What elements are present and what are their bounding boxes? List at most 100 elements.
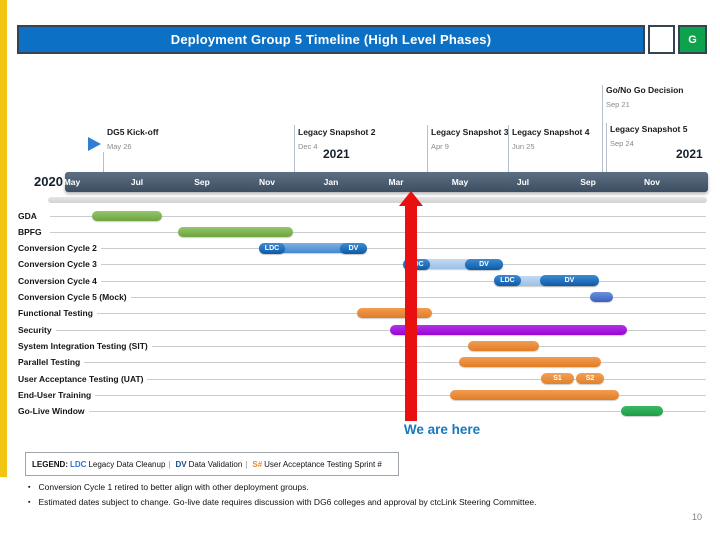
gantt-row-line	[50, 297, 706, 298]
gantt-bar-badge: LDC	[259, 242, 285, 254]
legend-separator: |	[245, 459, 248, 469]
gantt-bar	[357, 308, 432, 319]
gantt-row-label: User Acceptance Testing (UAT)	[18, 372, 148, 385]
gantt-bar	[403, 259, 503, 270]
legend-desc-dv: Data Validation	[188, 459, 243, 469]
footnotes: ▪ Conversion Cycle 1 retired to better a…	[28, 482, 536, 512]
gantt-row-line	[50, 394, 706, 396]
milestone-date: May 26	[107, 142, 132, 151]
gantt-row-label: Go-Live Window	[18, 405, 89, 418]
gantt-bar	[259, 243, 367, 254]
timeline-axis	[65, 172, 708, 192]
gantt-row-line	[50, 411, 706, 413]
gantt-bar	[621, 406, 663, 417]
year-label-2021-mid: 2021	[323, 147, 350, 161]
gantt-row-line	[50, 362, 706, 364]
year-label-2020: 2020	[34, 174, 63, 189]
milestone-label: Go/No Go Decision	[606, 85, 684, 95]
gantt-row-label: BPFG	[18, 225, 46, 238]
g-button[interactable]: G	[678, 25, 707, 54]
legend: LEGEND: LDC Legacy Data Cleanup | DV Dat…	[25, 452, 399, 476]
we-are-here-arrow-icon	[399, 191, 423, 206]
gantt-row-label: Conversion Cycle 3	[18, 258, 101, 271]
legend-separator: |	[168, 459, 171, 469]
legend-desc-ldc: Legacy Data Cleanup	[88, 459, 166, 469]
milestone-date: Dec 4	[298, 142, 318, 151]
we-are-here-arrow-shaft	[405, 205, 417, 421]
legend-prefix: LEGEND:	[32, 459, 68, 469]
gantt-bar-badge: DV	[340, 242, 367, 254]
gantt-bar	[450, 389, 619, 400]
legend-key-dv: DV	[175, 459, 187, 469]
milestone-label: Legacy Snapshot 2	[298, 127, 376, 137]
axis-month-tick: Jul	[130, 177, 144, 187]
milestone-line	[606, 123, 607, 172]
gantt-bar	[390, 324, 627, 335]
legend-key-sprint: S#	[252, 459, 263, 469]
milestone-label: Legacy Snapshot 3	[431, 127, 509, 137]
gantt-row-label: End-User Training	[18, 388, 96, 401]
footnote-text: Conversion Cycle 1 retired to better ali…	[38, 482, 309, 492]
gantt-row-label: GDA	[18, 209, 41, 222]
legend-desc-sprint: User Acceptance Testing Sprint #	[264, 459, 382, 469]
year-label-2021-right: 2021	[676, 147, 703, 161]
axis-month-tick: Jan	[323, 177, 339, 187]
milestone-line	[427, 125, 428, 172]
axis-month-tick: Nov	[258, 177, 276, 187]
bullet-icon: ▪	[28, 499, 31, 506]
chart-top-shadow	[48, 197, 707, 203]
axis-month-tick: Sep	[580, 177, 596, 187]
milestone-date: Apr 9	[431, 142, 449, 151]
gantt-bar-badge: DV	[465, 258, 503, 270]
gantt-row-label: Security	[18, 323, 56, 336]
milestone-date: Jun 25	[512, 142, 535, 151]
gantt-row-label: Conversion Cycle 2	[18, 242, 101, 255]
legend-key-ldc: LDC	[70, 459, 87, 469]
milestone-label: Legacy Snapshot 5	[610, 124, 688, 134]
axis-month-tick: May	[63, 177, 81, 187]
axis-month-tick: Sep	[194, 177, 210, 187]
milestone-line	[508, 125, 509, 172]
bullet-icon: ▪	[28, 484, 31, 491]
milestone-date: Sep 21	[606, 100, 630, 109]
gantt-row-line	[50, 280, 706, 282]
axis-month-tick: Nov	[643, 177, 661, 187]
gantt-row-line	[50, 215, 706, 217]
gantt-row-label: Functional Testing	[18, 307, 97, 320]
gantt-bar-badge: S1	[541, 373, 574, 384]
page-title: Deployment Group 5 Timeline (High Level …	[170, 32, 492, 47]
gantt-bar	[92, 210, 162, 221]
gantt-row-line	[50, 231, 706, 233]
axis-month-tick: Mar	[388, 177, 404, 187]
gantt-bar-badge: LDC	[494, 275, 521, 287]
footnote-item: ▪ Conversion Cycle 1 retired to better a…	[28, 482, 536, 493]
gantt-row-line	[50, 329, 706, 331]
gantt-bar	[459, 357, 601, 368]
milestone-line	[294, 125, 295, 172]
gantt-bar	[590, 292, 613, 302]
milestone-date: Sep 24	[610, 139, 634, 148]
footnote-item: ▪ Estimated dates subject to change. Go-…	[28, 497, 536, 508]
gantt-bar	[468, 340, 539, 351]
gantt-row-line	[50, 264, 706, 266]
gantt-row-label: Parallel Testing	[18, 356, 85, 369]
milestone-label: Legacy Snapshot 4	[512, 127, 590, 137]
axis-month-tick: May	[451, 177, 469, 187]
milestone-line	[103, 152, 104, 172]
gantt-bar-badge: S2	[576, 373, 604, 384]
we-are-here-label: We are here	[403, 422, 481, 437]
gantt-row-line	[50, 345, 706, 347]
gantt-row-label: Conversion Cycle 5 (Mock)	[18, 291, 131, 303]
page-number: 10	[692, 512, 703, 522]
axis-month-tick: Jul	[516, 177, 530, 187]
gantt-row-line	[50, 378, 706, 380]
title-spacer-box	[648, 25, 675, 54]
footnote-text: Estimated dates subject to change. Go-li…	[38, 497, 537, 507]
milestone-label: DG5 Kick-off	[107, 127, 159, 137]
gantt-bar	[178, 226, 293, 237]
gantt-row-line	[50, 248, 706, 250]
kickoff-flag-icon	[88, 137, 101, 151]
accent-stripe	[0, 0, 7, 477]
gantt-row-label: System Integration Testing (SIT)	[18, 339, 152, 352]
